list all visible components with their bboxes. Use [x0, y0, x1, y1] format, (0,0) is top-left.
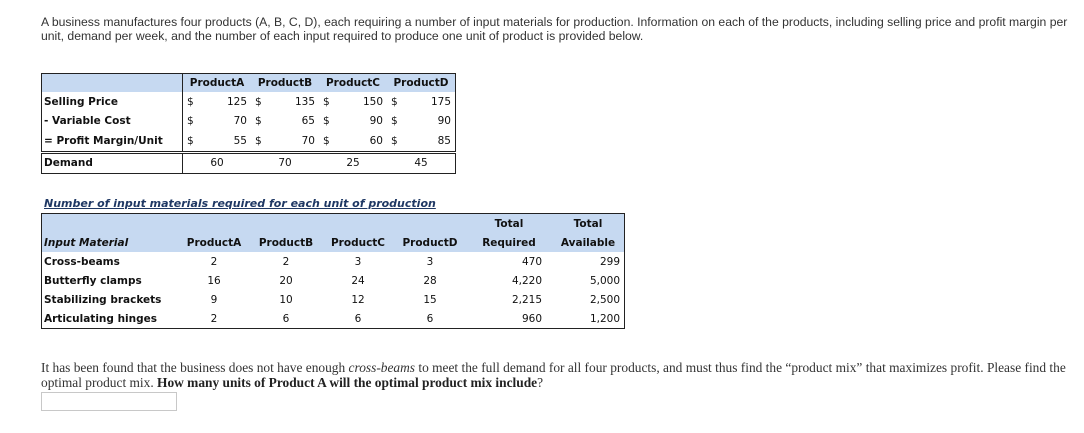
header-total-required-line2: Required — [466, 233, 552, 252]
header-total-required-line1: Total — [466, 213, 552, 233]
row-label: = Profit Margin/Unit — [41, 131, 183, 154]
header-total-available-line1: Total — [552, 213, 625, 233]
intro-paragraph: A business manufactures four products (A… — [41, 15, 1068, 43]
header-product-d: ProductD — [387, 73, 456, 92]
material-row-butterfly-clamps: Butterfly clamps 16 20 24 28 4,220 5,000 — [44, 274, 620, 287]
row-selling-price: Selling Price $125 $135 $150 $175 — [41, 92, 456, 112]
materials-header-row-2: Input Material ProductA ProductB Product… — [41, 233, 625, 252]
header-product-d: ProductD — [394, 233, 466, 252]
materials-header-row-1: Total Total — [41, 213, 625, 233]
header-product-c: ProductC — [322, 233, 394, 252]
material-row-stabilizing-brackets: Stabilizing brackets 9 10 12 15 2,215 2,… — [44, 293, 620, 306]
product-table-header: ProductA ProductB ProductC ProductD — [41, 73, 456, 92]
header-product-b: ProductB — [251, 73, 319, 92]
header-input-material: Input Material — [41, 233, 178, 252]
material-row-articulating-hinges: Articulating hinges 2 6 6 6 960 1,200 — [44, 312, 620, 325]
header-total-available-line2: Available — [552, 233, 625, 252]
row-variable-cost: - Variable Cost $70 $65 $90 $90 — [41, 111, 456, 131]
header-product-a: ProductA — [182, 73, 251, 92]
row-label: Demand — [41, 152, 183, 174]
answer-input[interactable] — [41, 392, 177, 411]
header-product-a: ProductA — [178, 233, 250, 252]
header-product-b: ProductB — [250, 233, 322, 252]
materials-table-title: Number of input materials required for e… — [44, 197, 436, 210]
question-paragraph: It has been found that the business does… — [41, 360, 1066, 390]
row-label: Selling Price — [41, 92, 183, 112]
question-emphasis: cross-beams — [348, 360, 415, 375]
row-profit-margin: = Profit Margin/Unit $55 $70 $60 $85 — [41, 131, 456, 154]
materials-table: Total Total Input Material ProductA Prod… — [41, 213, 625, 329]
question-prompt: How many units of Product A will the opt… — [157, 375, 538, 390]
row-label: - Variable Cost — [41, 111, 183, 131]
header-product-c: ProductC — [319, 73, 387, 92]
row-demand: Demand 60 70 25 45 — [41, 152, 456, 174]
product-table: ProductA ProductB ProductC ProductD Sell… — [41, 73, 456, 174]
material-row-cross-beams: Cross-beams 2 2 3 3 470 299 — [44, 255, 620, 268]
